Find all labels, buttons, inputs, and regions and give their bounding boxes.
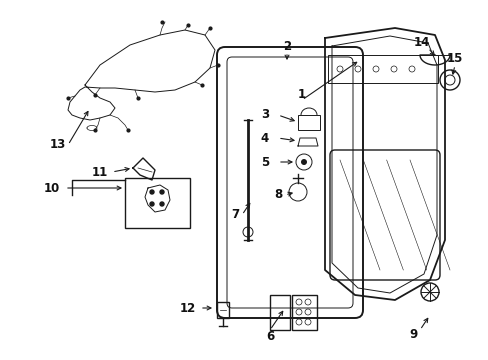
Bar — [125, 178, 190, 228]
Bar — [291, 295, 316, 330]
Text: 7: 7 — [230, 208, 239, 221]
Circle shape — [150, 190, 154, 194]
Circle shape — [160, 190, 163, 194]
Text: 14: 14 — [413, 36, 429, 49]
Text: 3: 3 — [261, 108, 268, 122]
Text: 6: 6 — [265, 330, 274, 343]
Bar — [269, 295, 289, 330]
Text: 9: 9 — [409, 328, 417, 342]
Text: 15: 15 — [446, 51, 462, 64]
Bar — [327, 55, 437, 83]
Text: 2: 2 — [283, 40, 290, 54]
Circle shape — [160, 202, 163, 206]
Text: 10: 10 — [44, 181, 60, 194]
Bar — [297, 115, 319, 130]
Text: 12: 12 — [180, 302, 196, 315]
Bar — [217, 302, 228, 318]
Circle shape — [150, 202, 154, 206]
Text: 11: 11 — [92, 166, 108, 179]
Circle shape — [301, 159, 306, 165]
Text: 4: 4 — [260, 131, 268, 144]
Text: 5: 5 — [260, 156, 268, 168]
Text: 13: 13 — [50, 139, 66, 152]
Text: 1: 1 — [297, 89, 305, 102]
Text: 8: 8 — [273, 189, 282, 202]
